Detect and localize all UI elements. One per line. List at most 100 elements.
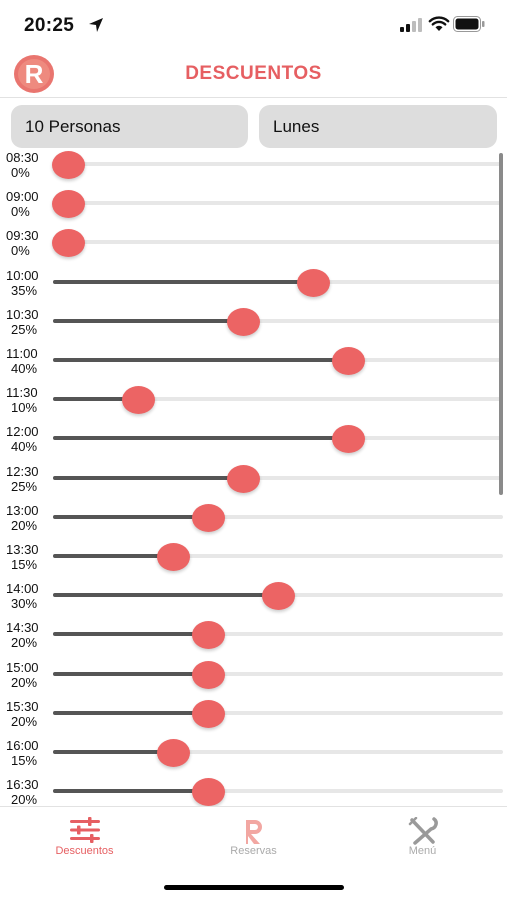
slider-thumb[interactable] <box>296 268 330 297</box>
slot-row: 08:30 0% <box>0 150 507 189</box>
slot-discount: 20% <box>11 792 38 806</box>
app-header: R DESCUENTOS <box>0 50 507 98</box>
slider-fill <box>53 514 208 519</box>
slider-thumb[interactable] <box>261 582 295 611</box>
reservas-logo-icon <box>245 820 262 844</box>
slider-fill <box>53 436 348 441</box>
slider-thumb[interactable] <box>156 739 190 767</box>
slider-fill <box>53 279 313 284</box>
slider-thumb[interactable] <box>156 543 190 571</box>
slider-fill <box>53 397 138 402</box>
slider-fill <box>53 593 278 598</box>
slot-row: 14:00 30% <box>0 581 507 620</box>
slot-row: 09:30 0% <box>0 228 507 267</box>
slider-thumb[interactable] <box>191 621 225 650</box>
tab-reservas[interactable]: Reservas <box>169 807 338 867</box>
slider-thumb[interactable] <box>331 347 365 375</box>
slot-time: 16:30 <box>6 777 39 793</box>
slider-thumb[interactable] <box>191 660 225 689</box>
slider-fill <box>53 318 243 323</box>
slider-fill <box>53 358 348 362</box>
slot-discount: 15% <box>11 753 38 768</box>
slot-discount: 40% <box>11 439 38 455</box>
slot-time: 09:00 <box>6 189 39 205</box>
tab-descuentos[interactable]: Descuentos <box>0 807 169 867</box>
slot-time: 09:30 <box>6 228 39 244</box>
slot-row: 13:30 15% <box>0 542 507 581</box>
slot-time: 14:00 <box>6 581 39 597</box>
slot-discount: 20% <box>11 517 38 533</box>
slider-track[interactable] <box>53 475 503 480</box>
tab-menu[interactable]: Menú <box>338 807 507 867</box>
slider-fill <box>53 554 173 558</box>
cutlery-icon <box>408 817 438 845</box>
slot-row: 12:00 40% <box>0 424 507 463</box>
sliders-icon <box>69 817 100 843</box>
time-slot-list[interactable]: 08:30 0% 09:00 0% 09:30 0% 10:00 35% 10:30 25% 11:… <box>0 150 507 806</box>
slider-track[interactable] <box>53 397 503 402</box>
slot-time: 13:30 <box>6 542 39 557</box>
tab-menu-label: Menú <box>408 845 437 857</box>
slider-track[interactable] <box>53 201 503 206</box>
slider-track[interactable] <box>53 162 503 166</box>
slot-time: 12:00 <box>6 424 39 440</box>
home-indicator <box>164 885 344 890</box>
slider-thumb[interactable] <box>226 307 260 336</box>
slot-row: 12:30 25% <box>0 464 507 503</box>
tab-reservas-label: Reservas <box>230 845 277 857</box>
slider-thumb[interactable] <box>226 464 260 493</box>
slot-row: 16:30 20% <box>0 777 507 806</box>
slider-thumb[interactable] <box>51 229 85 258</box>
slot-discount: 40% <box>11 361 38 376</box>
slot-discount: 10% <box>11 400 38 416</box>
page-title: DESCUENTOS <box>185 63 322 84</box>
status-time: 20:25 <box>24 15 75 36</box>
slot-discount: 20% <box>11 713 38 729</box>
slider-thumb[interactable] <box>191 503 225 532</box>
slot-row: 10:00 35% <box>0 268 507 307</box>
restaurant-logo-icon: R <box>14 55 54 93</box>
wifi-icon <box>428 16 450 31</box>
slider-track[interactable] <box>53 750 503 754</box>
slider-thumb[interactable] <box>191 699 225 728</box>
slider-track[interactable] <box>53 671 503 676</box>
slider-track[interactable] <box>53 554 503 558</box>
slider-thumb[interactable] <box>331 425 365 454</box>
slot-row: 11:00 40% <box>0 346 507 385</box>
slot-discount: 25% <box>11 478 38 494</box>
tab-descuentos-label: Descuentos <box>55 845 114 857</box>
slider-thumb[interactable] <box>51 190 85 219</box>
slot-discount: 20% <box>11 674 38 690</box>
slider-track[interactable] <box>53 240 503 245</box>
slot-time: 12:30 <box>6 463 39 479</box>
slot-discount: 25% <box>11 321 38 337</box>
slot-row: 14:30 20% <box>0 620 507 659</box>
slot-row: 11:30 10% <box>0 385 507 424</box>
slider-track[interactable] <box>53 514 503 519</box>
slot-row: 09:00 0% <box>0 189 507 228</box>
slot-row: 16:00 15% <box>0 738 507 777</box>
slider-thumb[interactable] <box>191 778 225 806</box>
battery-icon <box>453 16 485 32</box>
slider-fill <box>53 632 208 637</box>
slot-time: 08:30 <box>6 150 39 165</box>
slider-thumb[interactable] <box>51 151 85 179</box>
slot-row: 15:30 20% <box>0 699 507 738</box>
slot-discount: 15% <box>11 557 38 572</box>
slider-track[interactable] <box>53 318 503 323</box>
scrollbar[interactable] <box>499 153 503 495</box>
slot-row: 10:30 25% <box>0 307 507 346</box>
slot-time: 11:00 <box>6 346 38 361</box>
slot-discount: 0% <box>11 165 30 180</box>
slider-thumb[interactable] <box>121 386 155 415</box>
slider-track[interactable] <box>53 632 503 637</box>
status-bar: 20:25 <box>0 0 507 50</box>
slider-track[interactable] <box>53 710 503 715</box>
day-selector[interactable]: Lunes <box>259 105 497 148</box>
slot-discount: 20% <box>11 635 38 651</box>
slider-fill <box>53 710 208 715</box>
people-selector[interactable]: 10 Personas <box>11 105 248 148</box>
slider-track[interactable] <box>53 789 503 794</box>
slot-time: 15:30 <box>6 698 39 714</box>
location-arrow-icon <box>89 18 103 32</box>
